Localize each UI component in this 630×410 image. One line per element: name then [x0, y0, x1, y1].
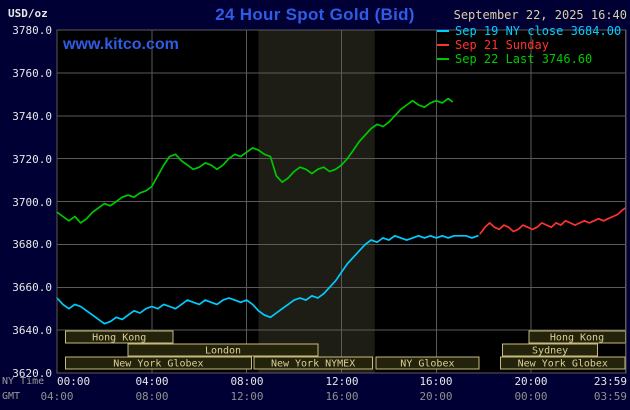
- y-tick-label: 3760.0: [12, 67, 52, 80]
- session-box: [253, 356, 373, 370]
- x-tick-label: 00:00: [514, 390, 548, 403]
- session-box: [64, 330, 174, 344]
- y-tick-label: 3700.0: [12, 196, 52, 209]
- x-tick-label: 00:00: [57, 375, 91, 388]
- session-label: London: [205, 346, 241, 357]
- session-box: [127, 343, 319, 357]
- x-tick-label: 04:00: [135, 375, 169, 388]
- ny-time-label: NY Time: [2, 376, 45, 387]
- unit-label: USD/oz: [8, 7, 48, 20]
- session-label: New York NYMEX: [271, 359, 355, 370]
- session-box: [64, 356, 252, 370]
- x-tick-label: 12:00: [325, 375, 359, 388]
- legend-label: Sep 19 NY close 3684.00: [455, 24, 622, 38]
- x-tick-label: 04:00: [40, 390, 74, 403]
- legend-swatch: [437, 58, 449, 60]
- legend-label: Sep 22 Last 3746.60: [455, 52, 593, 66]
- session-label: Sydney: [532, 346, 568, 357]
- y-tick-label: 3680.0: [12, 238, 52, 251]
- x-tick-label: 08:00: [230, 375, 264, 388]
- price-line: [479, 207, 627, 235]
- y-tick-label: 3780.0: [12, 24, 52, 37]
- legend-item: Sep 22 Last 3746.60: [437, 52, 621, 66]
- session-box: [528, 330, 626, 344]
- session-label: Hong Kong: [550, 333, 604, 344]
- y-tick-label: 3640.0: [12, 324, 52, 337]
- y-tick-label: 3660.0: [12, 281, 52, 294]
- legend-swatch: [437, 44, 449, 46]
- plot-border: [56, 29, 627, 374]
- price-line: [56, 97, 454, 224]
- x-tick-label: 23:59: [593, 375, 627, 388]
- x-tick-label: 08:00: [135, 390, 169, 403]
- x-tick-label: 16:00: [325, 390, 359, 403]
- session-label: NY Globex: [400, 359, 454, 370]
- x-axis-gmt-row: 04:00 08:00 12:00 16:00 20:00 00:00 03:59: [0, 390, 630, 403]
- session-box: [502, 343, 599, 357]
- y-tick-label: 3720.0: [12, 153, 52, 166]
- session-box: [499, 356, 626, 370]
- y-tick-label: 3620.0: [12, 367, 52, 380]
- session-label: New York Globex: [518, 359, 608, 370]
- kitco-link[interactable]: www.kitco.com: [63, 36, 179, 53]
- legend-item: Sep 21 Sunday: [437, 38, 621, 52]
- legend: Sep 19 NY close 3684.00 Sep 21 Sunday Sep …: [437, 24, 621, 66]
- gmt-label: GMT: [2, 391, 21, 402]
- legend-label: Sep 21 Sunday: [455, 38, 549, 52]
- session-box: [375, 356, 480, 370]
- session-label: New York Globex: [113, 359, 203, 370]
- x-tick-label: 16:00: [419, 375, 453, 388]
- session-label: Hong Kong: [92, 333, 146, 344]
- x-axis-ny-row: 00:00 04:00 08:00 12:00 16:00 20:00 23:59: [0, 375, 630, 388]
- x-tick-label: 03:59: [593, 390, 627, 403]
- chart-title: 24 Hour Spot Gold (Bid): [215, 5, 415, 24]
- datetime-label: September 22, 2025 16:40: [453, 8, 627, 22]
- y-tick-label: 3740.0: [12, 110, 52, 123]
- price-line: [56, 234, 479, 325]
- x-tick-label: 12:00: [230, 390, 264, 403]
- legend-swatch: [437, 30, 449, 32]
- legend-item: Sep 19 NY close 3684.00: [437, 24, 621, 38]
- x-tick-label: 20:00: [514, 375, 548, 388]
- x-tick-label: 20:00: [419, 390, 453, 403]
